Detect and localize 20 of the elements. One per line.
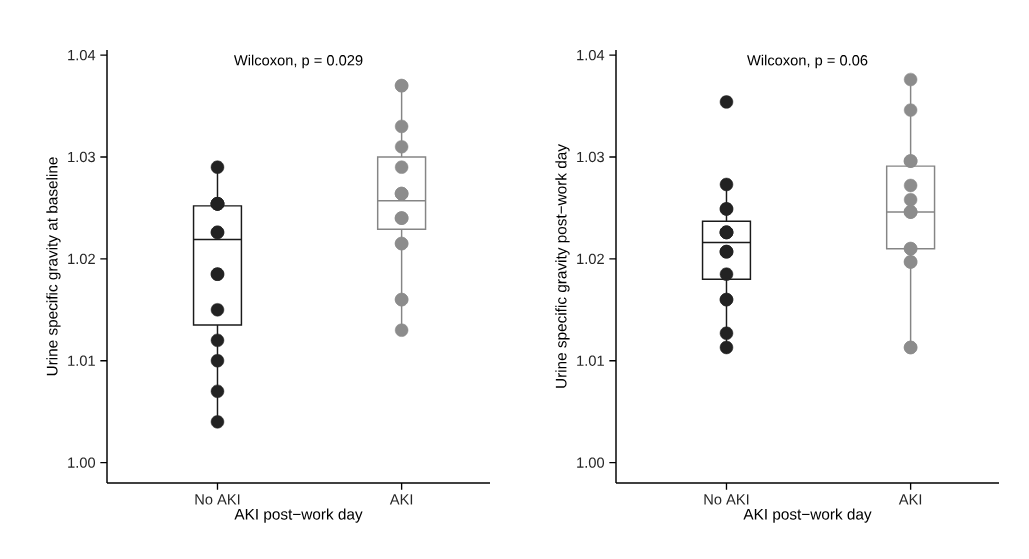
y-axis-title: Urine specific gravity post−work day [555, 144, 570, 388]
x-axis-title: AKI post−work day [234, 508, 363, 523]
y-tick-label: 1.02 [577, 253, 604, 265]
y-tick-label: 1.03 [68, 151, 95, 163]
y-axis-title: Urine specific gravity at baseline [46, 157, 61, 376]
y-tick-label: 1.04 [68, 49, 96, 61]
x-tick-label: No AKI [704, 494, 749, 505]
y-tick-label: 1.01 [577, 355, 604, 366]
y-tick-label: 1.03 [577, 151, 604, 163]
x-tick-label: AKI [389, 494, 413, 505]
x-tick-label: AKI [898, 494, 922, 505]
y-tick-label: 1.02 [68, 253, 95, 265]
annotation: Wilcoxon, p = 0.06 [747, 54, 868, 69]
x-axis-title: AKI post−work day [743, 508, 872, 523]
y-tick-label: 1.00 [577, 457, 605, 468]
annotation: Wilcoxon, p = 0.029 [233, 54, 363, 69]
y-tick-label: 1.00 [68, 457, 96, 468]
x-tick-label: No AKI [195, 494, 240, 505]
y-tick-label: 1.01 [68, 355, 95, 366]
y-tick-label: 1.04 [577, 49, 605, 61]
